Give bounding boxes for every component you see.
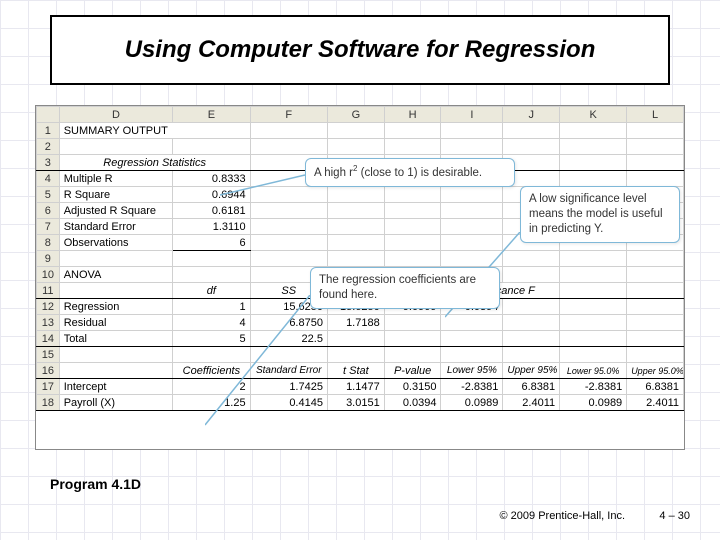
anova-total-label: Total	[59, 331, 173, 347]
intercept-l95: -2.8381	[441, 379, 503, 395]
u95-header: Upper 95%	[503, 363, 560, 379]
col-J: J	[503, 107, 560, 123]
col-F: F	[250, 107, 327, 123]
u95b-header: Upper 95.0%	[627, 363, 684, 379]
anova-regression-label: Regression	[59, 299, 173, 315]
observations-label: Observations	[59, 235, 173, 251]
col-K: K	[560, 107, 627, 123]
intercept-u95: 6.8381	[503, 379, 560, 395]
payroll-label: Payroll (X)	[59, 395, 173, 411]
payroll-l95: 0.0989	[441, 395, 503, 411]
intercept-t: 1.1477	[327, 379, 384, 395]
copyright: © 2009 Prentice-Hall, Inc.	[500, 510, 626, 522]
payroll-u95: 2.4011	[503, 395, 560, 411]
l95b-header: Lower 95.0%	[560, 363, 627, 379]
col-L: L	[627, 107, 684, 123]
intercept-l95b: -2.8381	[560, 379, 627, 395]
std-error-label: Standard Error	[59, 219, 173, 235]
program-label: Program 4.1D	[50, 476, 141, 492]
col-E: E	[173, 107, 250, 123]
observations-value: 6	[173, 235, 250, 251]
callout-r-squared: A high r2 (close to 1) is desirable.	[305, 158, 515, 187]
callout-r2-line	[220, 170, 310, 200]
col-I: I	[441, 107, 503, 123]
regression-table: D E F G H I J K L 1SUMMARY OUTPUT 2 3Reg…	[36, 106, 684, 411]
t-header: t Stat	[327, 363, 384, 379]
callout-coef-line	[205, 295, 315, 430]
anova-residual-ms: 1.7188	[327, 315, 384, 331]
col-H: H	[384, 107, 441, 123]
summary-output-label: SUMMARY OUTPUT	[59, 123, 250, 139]
intercept-u95b: 6.8381	[627, 379, 684, 395]
payroll-p: 0.0394	[384, 395, 441, 411]
callout-r2-post: (close to 1) is desirable.	[357, 167, 482, 179]
payroll-l95b: 0.0989	[560, 395, 627, 411]
std-error-value: 1.3110	[173, 219, 250, 235]
adj-r-square-value: 0.6181	[173, 203, 250, 219]
intercept-label: Intercept	[59, 379, 173, 395]
col-G: G	[327, 107, 384, 123]
callout-coefficients: The regression coefficients are found he…	[310, 267, 500, 309]
p-header: P-value	[384, 363, 441, 379]
l95-header: Lower 95%	[441, 363, 503, 379]
r-square-label: R Square	[59, 187, 173, 203]
callout-r2-pre: A high r	[314, 167, 353, 179]
payroll-t: 3.0151	[327, 395, 384, 411]
adj-r-square-label: Adjusted R Square	[59, 203, 173, 219]
anova-residual-label: Residual	[59, 315, 173, 331]
page-number: 4 – 30	[659, 510, 690, 522]
payroll-u95b: 2.4011	[627, 395, 684, 411]
page-title: Using Computer Software for Regression	[125, 36, 596, 65]
title-box: Using Computer Software for Regression	[50, 15, 670, 85]
anova-label: ANOVA	[59, 267, 173, 283]
multiple-r-label: Multiple R	[59, 171, 173, 187]
regression-stats-label: Regression Statistics	[59, 155, 250, 171]
intercept-p: 0.3150	[384, 379, 441, 395]
col-D: D	[59, 107, 173, 123]
column-header-row: D E F G H I J K L	[37, 107, 684, 123]
callout-significance: A low significance level means the model…	[520, 186, 680, 243]
